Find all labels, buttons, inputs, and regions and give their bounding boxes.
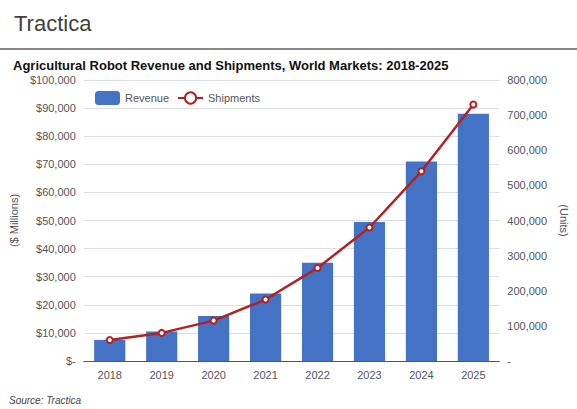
svg-text:700,000: 700,000 xyxy=(507,109,547,121)
svg-text:$80,000: $80,000 xyxy=(36,130,76,142)
svg-text:($ Millions): ($ Millions) xyxy=(8,194,20,247)
svg-text:$10,000: $10,000 xyxy=(36,327,76,339)
svg-text:2018: 2018 xyxy=(98,369,122,381)
svg-text:200,000: 200,000 xyxy=(507,285,547,297)
svg-text:100,000: 100,000 xyxy=(507,320,547,332)
svg-text:$40,000: $40,000 xyxy=(36,243,76,255)
svg-text:2024: 2024 xyxy=(409,369,433,381)
svg-text:$20,000: $20,000 xyxy=(36,299,76,311)
svg-text:-: - xyxy=(507,355,511,367)
svg-text:2021: 2021 xyxy=(253,369,277,381)
svg-text:2020: 2020 xyxy=(201,369,225,381)
svg-text:600,000: 600,000 xyxy=(507,144,547,156)
svg-text:2019: 2019 xyxy=(149,369,173,381)
svg-text:2022: 2022 xyxy=(305,369,329,381)
svg-text:500,000: 500,000 xyxy=(507,179,547,191)
svg-text:Revenue: Revenue xyxy=(125,92,169,104)
svg-text:$70,000: $70,000 xyxy=(36,158,76,170)
svg-text:Agricultural Robot Revenue and: Agricultural Robot Revenue and Shipments… xyxy=(13,58,448,73)
svg-text:$-: $- xyxy=(66,355,76,367)
svg-text:400,000: 400,000 xyxy=(507,215,547,227)
svg-text:300,000: 300,000 xyxy=(507,250,547,262)
svg-text:800,000: 800,000 xyxy=(507,74,547,86)
svg-text:$30,000: $30,000 xyxy=(36,271,76,283)
svg-text:(Units): (Units) xyxy=(558,204,570,236)
svg-text:Source: Tractica: Source: Tractica xyxy=(9,395,81,406)
svg-text:$90,000: $90,000 xyxy=(36,102,76,114)
svg-text:2023: 2023 xyxy=(357,369,381,381)
svg-text:Tractica: Tractica xyxy=(14,11,92,36)
svg-text:$60,000: $60,000 xyxy=(36,186,76,198)
svg-text:$100,000: $100,000 xyxy=(30,74,76,86)
svg-text:$50,000: $50,000 xyxy=(36,215,76,227)
svg-text:Shipments: Shipments xyxy=(208,92,260,104)
svg-text:2025: 2025 xyxy=(461,369,485,381)
